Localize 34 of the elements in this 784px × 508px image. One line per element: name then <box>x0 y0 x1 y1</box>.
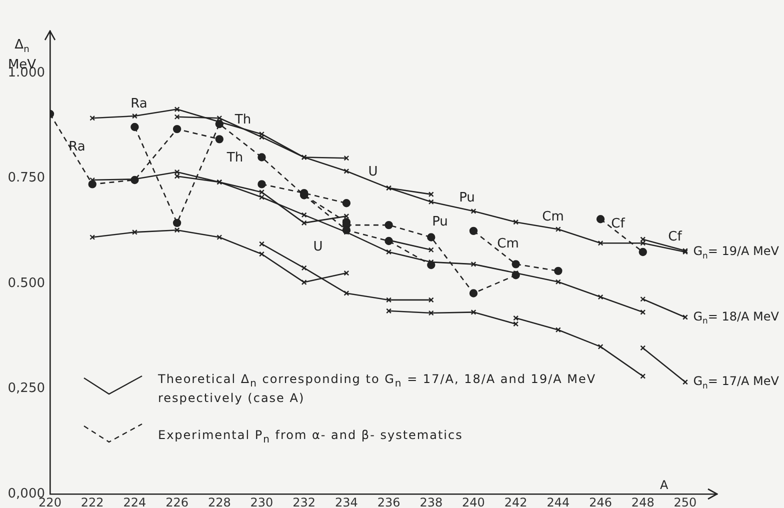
annotation: Cf <box>611 216 625 232</box>
x-tick-label: 240 <box>462 495 485 508</box>
x-tick-label: 250 <box>674 495 697 508</box>
x-tick-label: 236 <box>377 495 400 508</box>
annotation: Cm <box>497 236 519 252</box>
annotation: Cf <box>668 230 682 244</box>
y-tick-label: 0.750 <box>8 170 45 186</box>
x-tick-label: 222 <box>80 495 104 508</box>
y-tick-label: 0.500 <box>8 276 45 291</box>
x-tick-label: 232 <box>292 495 316 508</box>
annotation: U <box>368 164 378 180</box>
y-tick-label: 0,250 <box>8 381 45 396</box>
x-tick-label: 228 <box>208 495 231 508</box>
annotation: Cm <box>542 210 564 224</box>
x-tick-label: 230 <box>250 495 274 508</box>
x-tick-label: 242 <box>504 495 528 508</box>
x-tick-label: 244 <box>546 495 570 508</box>
x-tick-label: 246 <box>589 495 612 508</box>
x-axis-title: A <box>660 478 669 492</box>
annotation: Pu <box>432 214 448 230</box>
annotation: Th <box>226 150 244 166</box>
y-tick-label: 1.000 <box>8 65 45 80</box>
x-tick-label: 248 <box>631 495 654 508</box>
x-tick-label: 238 <box>420 495 443 508</box>
x-tick-label: 234 <box>334 495 358 508</box>
x-tick-label: 224 <box>123 495 146 508</box>
annotation: U <box>313 240 323 254</box>
legend-label: Experimental P$_{n}$ from α- and β- systematics <box>158 427 464 448</box>
text: Theoretical Δ$_{n}$ corresponding to G$_{n}$ = 17/A, 18/A and 19/A MeV respectively (case A) <box>158 372 596 406</box>
annotation: Pu <box>459 190 475 206</box>
annotation: Ra <box>130 96 148 112</box>
annotation: Ra <box>68 140 86 154</box>
x-tick-label: 226 <box>166 495 188 508</box>
annotation: Th <box>234 112 252 128</box>
